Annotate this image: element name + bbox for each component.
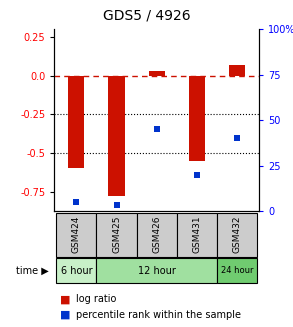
Text: ■: ■ (60, 294, 71, 304)
Text: percentile rank within the sample: percentile rank within the sample (76, 310, 241, 320)
Bar (177, 213, 217, 257)
Bar (137, 213, 177, 257)
Bar (56, 213, 96, 257)
Text: 6 hour: 6 hour (61, 266, 92, 276)
Bar (189, 76, 205, 161)
Text: GSM432: GSM432 (233, 216, 242, 253)
Text: time ▶: time ▶ (16, 266, 48, 276)
Bar (217, 213, 257, 257)
Bar (68, 76, 84, 168)
Text: GDS5 / 4926: GDS5 / 4926 (103, 8, 190, 22)
Text: log ratio: log ratio (76, 294, 117, 304)
Text: GSM431: GSM431 (193, 216, 202, 253)
Text: GSM426: GSM426 (152, 216, 161, 253)
Text: GSM425: GSM425 (112, 216, 121, 253)
Bar (108, 76, 125, 196)
Bar (217, 258, 257, 283)
Text: 12 hour: 12 hour (138, 266, 176, 276)
Text: ■: ■ (60, 310, 71, 320)
Bar (96, 213, 137, 257)
Text: GSM424: GSM424 (72, 216, 81, 253)
Bar (229, 65, 245, 76)
Text: 24 hour: 24 hour (221, 266, 253, 275)
Bar (96, 258, 217, 283)
Bar (149, 71, 165, 76)
Bar (56, 258, 96, 283)
